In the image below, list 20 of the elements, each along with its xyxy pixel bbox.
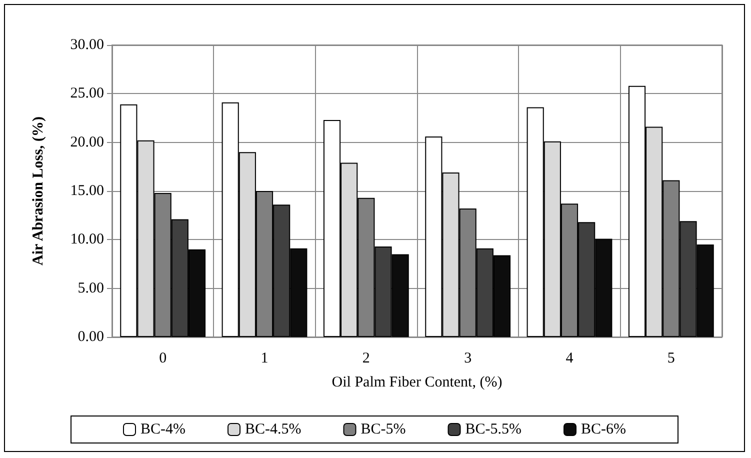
y-tick-label: 20.00 xyxy=(70,134,104,150)
legend-label: BC-4.5% xyxy=(245,422,302,438)
legend-label: BC-5% xyxy=(360,422,406,438)
x-tick-label: 2 xyxy=(362,350,370,366)
legend-label: BC-6% xyxy=(581,422,626,438)
legend-label: BC-5.5% xyxy=(465,422,522,438)
y-tick-label: 10.00 xyxy=(70,232,104,248)
y-tick-label: 15.00 xyxy=(70,183,104,199)
y-axis-title: Air Abrasion Loss, (%) xyxy=(30,116,46,266)
x-tick-label: 3 xyxy=(464,350,472,366)
x-tick-label: 0 xyxy=(159,350,167,366)
legend-label: BC-4% xyxy=(140,422,186,438)
x-tick-label: 4 xyxy=(566,350,574,366)
y-tick-label: 25.00 xyxy=(70,86,104,102)
x-axis-title: Oil Palm Fiber Content, (%) xyxy=(332,374,502,390)
y-tick-label: 5.00 xyxy=(78,280,104,296)
x-tick-label: 1 xyxy=(260,350,268,366)
x-tick-label: 5 xyxy=(667,350,675,366)
y-tick-label: 30.00 xyxy=(70,37,104,53)
y-tick-label: 0.00 xyxy=(78,329,104,345)
